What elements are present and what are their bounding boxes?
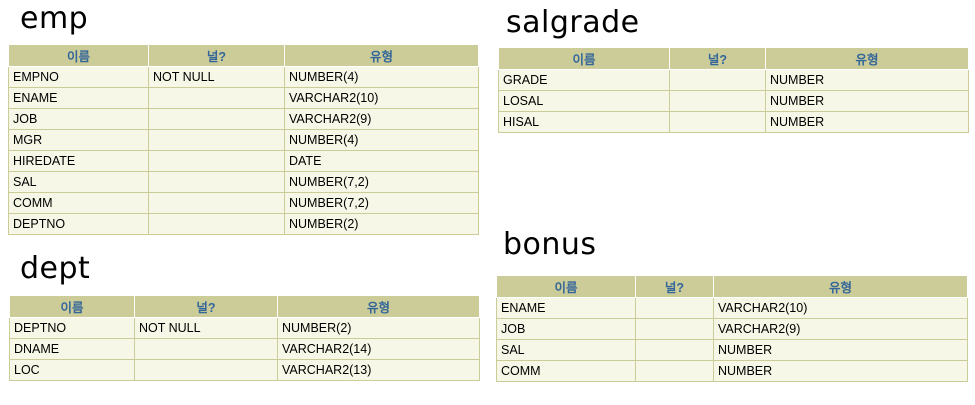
data-type-cell: NUMBER <box>765 69 969 91</box>
column-name-cell: LOSAL <box>498 90 670 112</box>
table-row: HIREDATE DATE <box>8 150 479 172</box>
column-name-cell: HISAL <box>498 111 670 133</box>
column-name-cell: EMPNO <box>8 66 149 88</box>
null-constraint-cell <box>134 359 278 381</box>
column-name-cell: SAL <box>8 171 149 193</box>
emp-table-title: emp <box>20 1 89 36</box>
table-row: ENAME VARCHAR2(10) <box>496 297 968 319</box>
bonus-table: 이름 널? 유형 ENAME VARCHAR2(10) JOB VARCHAR2(9) SAL… <box>496 275 968 382</box>
dept-table: 이름 널? 유형 DEPTNO NOT NULL NUMBER(2) DNAME VARCHA… <box>9 295 480 381</box>
table-row: HISAL NUMBER <box>498 111 969 133</box>
null-constraint-cell <box>148 150 285 172</box>
data-type-cell: NUMBER(2) <box>277 317 480 339</box>
null-constraint-cell <box>635 339 714 361</box>
table-row: GRADE NUMBER <box>498 69 969 91</box>
data-type-cell: NUMBER(2) <box>284 213 479 235</box>
null-constraint-cell <box>148 213 285 235</box>
bonus-table-title: bonus <box>503 227 597 262</box>
column-name-cell: DEPTNO <box>8 213 149 235</box>
table-row: MGR NUMBER(4) <box>8 129 479 151</box>
null-constraint-cell <box>635 360 714 382</box>
column-name-cell: ENAME <box>496 297 636 319</box>
data-type-cell: VARCHAR2(13) <box>277 359 480 381</box>
column-header-null: 널? <box>669 47 766 70</box>
null-constraint-cell: NOT NULL <box>148 66 285 88</box>
table-row: ENAME VARCHAR2(10) <box>8 87 479 109</box>
data-type-cell: DATE <box>284 150 479 172</box>
table-row: DNAME VARCHAR2(14) <box>9 338 480 360</box>
null-constraint-cell <box>669 69 766 91</box>
table-row: JOB VARCHAR2(9) <box>8 108 479 130</box>
null-constraint-cell <box>134 338 278 360</box>
dept-table-title: dept <box>20 251 91 286</box>
data-type-cell: NUMBER(7,2) <box>284 192 479 214</box>
data-type-cell: VARCHAR2(10) <box>713 297 968 319</box>
column-name-cell: LOC <box>9 359 135 381</box>
null-constraint-cell <box>148 171 285 193</box>
table-row: COMM NUMBER(7,2) <box>8 192 479 214</box>
table-row: COMM NUMBER <box>496 360 968 382</box>
emp-table: 이름 널? 유형 EMPNO NOT NULL NUMBER(4) ENAME VARCHAR… <box>8 44 479 235</box>
column-name-cell: MGR <box>8 129 149 151</box>
column-header-name: 이름 <box>8 44 149 67</box>
table-row: LOSAL NUMBER <box>498 90 969 112</box>
table-row: LOC VARCHAR2(13) <box>9 359 480 381</box>
column-header-name: 이름 <box>9 295 135 318</box>
column-name-cell: DEPTNO <box>9 317 135 339</box>
column-header-null: 널? <box>148 44 285 67</box>
column-name-cell: COMM <box>8 192 149 214</box>
table-row: DEPTNO NOT NULL NUMBER(2) <box>9 317 480 339</box>
null-constraint-cell <box>148 87 285 109</box>
salgrade-table: 이름 널? 유형 GRADE NUMBER LOSAL NUMBER HISAL NUMBER <box>498 47 969 133</box>
column-name-cell: ENAME <box>8 87 149 109</box>
column-name-cell: COMM <box>496 360 636 382</box>
null-constraint-cell: NOT NULL <box>134 317 278 339</box>
data-type-cell: NUMBER <box>713 360 968 382</box>
header-row: 이름 널? 유형 <box>9 295 480 318</box>
column-name-cell: JOB <box>496 318 636 340</box>
data-type-cell: NUMBER(7,2) <box>284 171 479 193</box>
data-type-cell: NUMBER <box>713 339 968 361</box>
null-constraint-cell <box>669 111 766 133</box>
table-row: SAL NUMBER <box>496 339 968 361</box>
null-constraint-cell <box>635 318 714 340</box>
column-name-cell: GRADE <box>498 69 670 91</box>
table-row: JOB VARCHAR2(9) <box>496 318 968 340</box>
column-name-cell: HIREDATE <box>8 150 149 172</box>
table-row: DEPTNO NUMBER(2) <box>8 213 479 235</box>
null-constraint-cell <box>148 192 285 214</box>
null-constraint-cell <box>148 108 285 130</box>
data-type-cell: VARCHAR2(9) <box>284 108 479 130</box>
header-row: 이름 널? 유형 <box>496 275 968 298</box>
salgrade-table-title: salgrade <box>506 5 640 40</box>
column-header-null: 널? <box>635 275 714 298</box>
null-constraint-cell <box>148 129 285 151</box>
column-header-type: 유형 <box>284 44 479 67</box>
header-row: 이름 널? 유형 <box>8 44 479 67</box>
column-name-cell: DNAME <box>9 338 135 360</box>
header-row: 이름 널? 유형 <box>498 47 969 70</box>
column-header-null: 널? <box>134 295 278 318</box>
table-row: SAL NUMBER(7,2) <box>8 171 479 193</box>
data-type-cell: VARCHAR2(10) <box>284 87 479 109</box>
column-header-type: 유형 <box>277 295 480 318</box>
column-name-cell: JOB <box>8 108 149 130</box>
column-header-name: 이름 <box>496 275 636 298</box>
data-type-cell: NUMBER(4) <box>284 129 479 151</box>
data-type-cell: NUMBER(4) <box>284 66 479 88</box>
null-constraint-cell <box>635 297 714 319</box>
column-header-name: 이름 <box>498 47 670 70</box>
data-type-cell: VARCHAR2(9) <box>713 318 968 340</box>
table-row: EMPNO NOT NULL NUMBER(4) <box>8 66 479 88</box>
data-type-cell: NUMBER <box>765 111 969 133</box>
column-header-type: 유형 <box>713 275 968 298</box>
column-header-type: 유형 <box>765 47 969 70</box>
column-name-cell: SAL <box>496 339 636 361</box>
data-type-cell: VARCHAR2(14) <box>277 338 480 360</box>
null-constraint-cell <box>669 90 766 112</box>
data-type-cell: NUMBER <box>765 90 969 112</box>
